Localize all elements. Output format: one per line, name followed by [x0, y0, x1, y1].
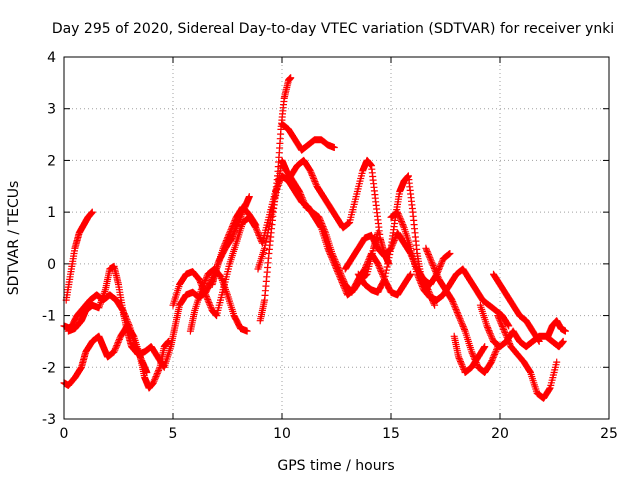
x-axis-label: GPS time / hours [277, 458, 394, 474]
plus-markers [208, 203, 260, 288]
x-tick-label: 20 [491, 426, 509, 442]
x-tick-label: 5 [169, 426, 178, 442]
x-tick-label: 25 [600, 426, 618, 442]
x-tick-label: 10 [273, 426, 291, 442]
plus-markers [544, 317, 569, 340]
plus-markers [60, 291, 151, 376]
series-arc-3 [62, 208, 96, 304]
series-arc-2 [60, 291, 151, 376]
plus-markers [254, 156, 415, 299]
y-tick-label: 3 [47, 102, 56, 118]
series-arc-16 [450, 332, 489, 376]
y-tick-label: 4 [47, 50, 56, 66]
y-tick-label: -2 [42, 360, 56, 376]
x-tick-label: 15 [382, 426, 400, 442]
series-arc-14 [387, 208, 513, 330]
plus-markers [62, 208, 96, 304]
plus-markers [387, 208, 513, 330]
y-tick-label: 0 [47, 257, 56, 273]
y-tick-label: -1 [42, 309, 56, 325]
x-tick-label: 0 [60, 426, 69, 442]
series-arc-9 [254, 156, 415, 299]
y-tick-label: -3 [42, 412, 56, 428]
series-arc-18 [494, 312, 561, 402]
plot-frame [63, 56, 610, 420]
y-tick-label: 1 [47, 205, 56, 221]
series-arc-10 [278, 120, 338, 154]
series-arc-11 [287, 156, 393, 268]
data-series [60, 74, 569, 402]
series-arc-7 [208, 203, 260, 288]
plus-markers [494, 312, 561, 402]
y-axis-label: SDTVAR / TECUs [6, 181, 22, 296]
plus-markers [278, 120, 338, 154]
plus-markers [450, 332, 489, 376]
chart-title: Day 295 of 2020, Sidereal Day-to-day VTE… [52, 21, 614, 37]
series-arc-20 [544, 317, 569, 340]
plus-markers [490, 270, 543, 345]
plus-markers [287, 156, 393, 268]
series-arc-17 [490, 270, 543, 345]
axis-ticks: 0 5 10 15 20 25 -3 -2 -1 0 1 2 3 4 [42, 50, 618, 442]
y-tick-label: 2 [47, 153, 56, 169]
